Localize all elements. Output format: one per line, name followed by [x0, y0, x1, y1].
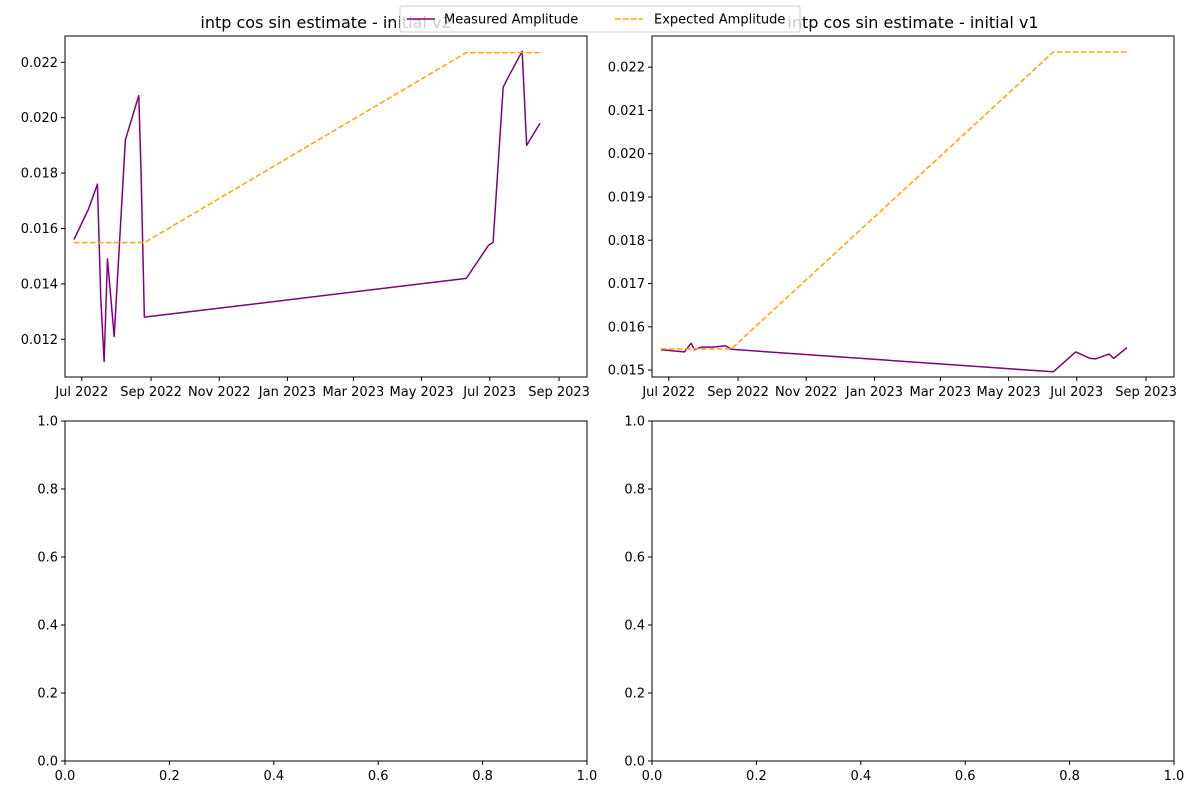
legend-frame	[399, 5, 801, 33]
y-tick-label: 0.2	[624, 687, 645, 702]
x-tick-label: 0.8	[472, 769, 493, 784]
series-line-expected-amplitude	[73, 51, 541, 244]
subplot-1: Jul 2022 Sep 2022 Nov 2022 Jan 2023 Mar 2023…	[21, 13, 590, 400]
x-tick-label: 0.4	[850, 769, 871, 784]
y-tick-label: 0.019	[608, 190, 645, 205]
x-tick-label: Jul 2022	[641, 385, 695, 400]
x-tick-label: 0.2	[159, 769, 180, 784]
x-tick-label: Mar 2023	[323, 385, 385, 400]
x-tick-label: Sep 2023	[1115, 385, 1177, 400]
axes-frame	[651, 35, 1175, 378]
legend-label-expected: Expected Amplitude	[654, 13, 785, 28]
x-tick-label: 0.2	[746, 769, 767, 784]
y-tick-label: 0.016	[608, 320, 645, 335]
y-tick-label: 0.6	[37, 551, 58, 566]
x-tick-label: 1.0	[577, 769, 598, 784]
y-tick-label: 0.018	[21, 167, 58, 182]
x-tick-label: 0.6	[955, 769, 976, 784]
series-line-measured-amplitude	[73, 50, 541, 363]
y-tick-label: 0.020	[21, 111, 58, 126]
x-tick-label: Jul 2023	[462, 385, 516, 400]
x-tick-label: 0.0	[642, 769, 663, 784]
y-tick-label: 0.2	[37, 687, 58, 702]
x-tick-label: 0.6	[368, 769, 389, 784]
x-tick-label: May 2023	[390, 385, 454, 400]
x-tick-label: Jan 2023	[258, 385, 316, 400]
y-tick-label: 0.020	[608, 147, 645, 162]
y-tick-label: 0.017	[608, 277, 645, 292]
subplot-title: intp cos sin estimate - initial v1	[787, 13, 1038, 32]
x-tick-label: Sep 2022	[707, 385, 769, 400]
series-line-measured-amplitude	[660, 342, 1128, 373]
x-tick-label: Jul 2022	[54, 385, 108, 400]
x-tick-label: 0.8	[1059, 769, 1080, 784]
y-tick-label: 1.0	[37, 415, 58, 430]
y-tick-label: 0.0	[37, 755, 58, 770]
x-tick-label: May 2023	[977, 385, 1041, 400]
y-tick-label: 0.4	[37, 619, 58, 634]
y-tick-label: 0.012	[21, 333, 58, 348]
x-tick-label: Jan 2023	[845, 385, 903, 400]
axes-frame	[64, 420, 588, 762]
axes-frame	[651, 420, 1175, 762]
legend-label-measured: Measured Amplitude	[444, 13, 578, 28]
x-tick-label: Sep 2022	[120, 385, 182, 400]
y-tick-label: 0.022	[21, 56, 58, 71]
subplot-grid: Jul 2022 Sep 2022 Nov 2022 Jan 2023 Mar 2023…	[21, 13, 1185, 784]
x-tick-label: 1.0	[1164, 769, 1185, 784]
x-tick-label: Nov 2022	[775, 385, 838, 400]
x-tick-label: Jul 2023	[1049, 385, 1103, 400]
subplot-4: 0.0 0.2 0.4 0.6 0.8 1.0 0.0 0.2 0.4 0.6 0.8 1.0	[624, 415, 1184, 785]
y-tick-label: 0.015	[608, 364, 645, 379]
subplot-3: 0.0 0.2 0.4 0.6 0.8 1.0 0.0 0.2 0.4 0.6 0.8 1.0	[37, 415, 597, 785]
y-tick-label: 0.022	[608, 61, 645, 76]
y-tick-label: 0.4	[624, 619, 645, 634]
y-tick-label: 0.021	[608, 104, 645, 119]
y-tick-label: 0.0	[624, 755, 645, 770]
subplot-2: Jul 2022 Sep 2022 Nov 2022 Jan 2023 Mar 2023…	[608, 13, 1177, 400]
y-tick-label: 0.6	[624, 551, 645, 566]
y-tick-label: 0.016	[21, 222, 58, 237]
x-tick-label: 0.0	[55, 769, 76, 784]
x-tick-label: Mar 2023	[910, 385, 972, 400]
y-tick-label: 1.0	[624, 415, 645, 430]
y-tick-label: 0.8	[624, 483, 645, 498]
x-tick-label: Nov 2022	[188, 385, 251, 400]
series-line-expected-amplitude	[660, 51, 1128, 350]
x-tick-label: 0.4	[263, 769, 284, 784]
figure-legend: Measured Amplitude Expected Amplitude	[399, 5, 801, 33]
subplot-title: intp cos sin estimate - initial v2	[200, 13, 451, 32]
y-tick-label: 0.8	[37, 483, 58, 498]
x-tick-label: Sep 2023	[528, 385, 590, 400]
y-tick-label: 0.018	[608, 234, 645, 249]
axes-frame	[64, 35, 588, 378]
y-tick-label: 0.014	[21, 277, 58, 292]
